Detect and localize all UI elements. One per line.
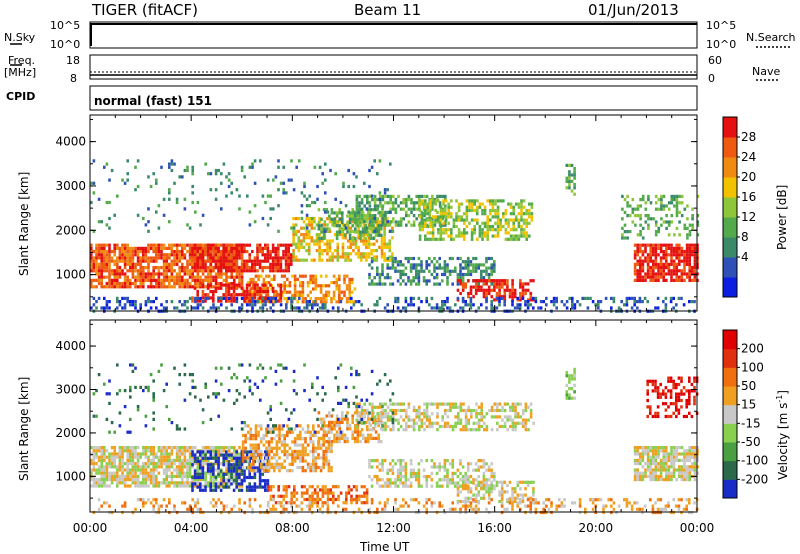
power-colorbar-swatch: [723, 237, 737, 258]
power-colorbar-label: 4: [741, 250, 749, 264]
nsky-label: N.Sky: [4, 31, 36, 44]
velocity-region: [92, 363, 395, 434]
velocity-colorbar-swatch: [723, 423, 737, 443]
velocity-colorbar-label: -15: [741, 416, 761, 430]
time-tick-label: 08:00: [275, 521, 310, 535]
velocity-heatmap: [90, 363, 699, 515]
power-ytick-label: 4000: [55, 135, 86, 149]
power-region: [355, 194, 447, 227]
velocity-colorbar-label: 15: [741, 398, 756, 412]
nave-label: Nave: [752, 65, 781, 78]
power-colorbar-swatch: [723, 277, 737, 298]
velocity-ytick-label: 1000: [55, 469, 86, 483]
power-region: [90, 296, 696, 313]
cpid-label: CPID: [6, 90, 36, 103]
beam-title: Beam 11: [354, 1, 422, 19]
freq-label: Freq.: [8, 54, 36, 67]
freq-tick-top: 18: [66, 54, 80, 67]
velocity-colorbar-swatch: [723, 348, 737, 368]
velocity-colorbar-label: 200: [741, 342, 764, 356]
nave-tick-bottom: 0: [708, 72, 715, 85]
velocity-region: [355, 402, 535, 432]
velocity-region: [317, 411, 383, 444]
velocity-region: [241, 424, 333, 473]
power-heatmap: [90, 159, 700, 313]
power-colorbar-label: 28: [741, 130, 756, 144]
time-tick-label: 12:00: [376, 521, 411, 535]
power-region: [191, 243, 293, 273]
time-tick-label: 00:00: [680, 521, 715, 535]
power-region: [456, 279, 535, 302]
time-tick-label: 04:00: [174, 521, 209, 535]
velocity-colorbar-label: 100: [741, 360, 764, 374]
power-region: [621, 194, 700, 240]
power-colorbar-label: 12: [741, 210, 756, 224]
velocity-region: [368, 459, 496, 488]
velocity-region: [267, 485, 369, 505]
velocity-colorbar-swatch: [723, 460, 737, 480]
velocity-colorbar-label: -50: [741, 435, 761, 449]
velocity-region: [90, 446, 244, 488]
time-tick-label: 20:00: [579, 521, 614, 535]
power-colorbar-label: 16: [741, 190, 756, 204]
velocity-colorbar-swatch: [723, 404, 737, 424]
velocity-colorbar-swatch: [723, 386, 737, 406]
power-region: [418, 199, 534, 241]
power-region: [191, 283, 283, 303]
freq-strip-frame: [89, 54, 698, 80]
power-colorbar-frame: [722, 116, 738, 298]
nave-tick-top: 60: [708, 54, 722, 67]
nsearch-label: N.Search: [746, 31, 796, 44]
velocity-region: [633, 446, 699, 482]
power-ytick-label: 2000: [55, 223, 86, 237]
power-colorbar-swatch: [723, 197, 737, 218]
velocity-ytick-label: 4000: [55, 339, 86, 353]
power-colorbar-swatch: [723, 157, 737, 178]
velocity-colorbar-swatch: [723, 442, 737, 462]
velocity-colorbar-swatch: [723, 479, 737, 499]
radar-title: TIGER (fitACF): [92, 1, 199, 19]
freq-tick-bottom: 8: [70, 72, 77, 85]
velocity-region: [456, 480, 535, 504]
power-colorbar-label: 24: [741, 150, 756, 164]
power-region: [565, 163, 576, 196]
velocity-colorbar-frame: [722, 329, 738, 499]
power-colorbar-swatch: [723, 177, 737, 198]
power-colorbar-label: 20: [741, 170, 756, 184]
velocity-region: [565, 367, 576, 400]
velocity-colorbar-swatch: [723, 367, 737, 387]
power-region: [90, 159, 395, 233]
velocity-colorbar-swatch: [723, 330, 737, 350]
time-axis-label: Time UT: [360, 540, 410, 554]
velocity-ytick-label: 3000: [55, 383, 86, 397]
power-colorbar-swatch: [723, 217, 737, 238]
power-colorbar-swatch: [723, 257, 737, 278]
power-colorbar-swatch: [723, 117, 737, 138]
cpid-strip-frame: [89, 85, 698, 111]
velocity-ytick-label: 2000: [55, 426, 86, 440]
noise-tick-bottom: 10^0: [50, 38, 81, 51]
noise-tick-top-right: 10^5: [706, 19, 737, 32]
time-tick-label: 16:00: [477, 521, 512, 535]
velocity-colorbar-label: 50: [741, 379, 756, 393]
power-region: [633, 243, 699, 282]
velocity-region: [646, 376, 699, 419]
freq-unit-label: [MHz]: [4, 66, 37, 79]
velocity-colorbar-label: -100: [741, 454, 768, 468]
date-title: 01/Jun/2013: [588, 1, 679, 19]
noise-strip-frame: [89, 21, 698, 49]
noise-tick-top: 10^5: [50, 19, 81, 32]
velocity-colorbar-label: -200: [741, 472, 768, 486]
power-ytick-label: 3000: [55, 179, 86, 193]
power-ytick-label: 1000: [55, 268, 86, 282]
power-colorbar-label: 8: [741, 230, 749, 244]
cpid-value: normal (fast) 151: [94, 94, 212, 108]
noise-tick-bottom-right: 10^0: [706, 38, 737, 51]
time-tick-label: 00:00: [73, 521, 108, 535]
power-colorbar-swatch: [723, 137, 737, 158]
